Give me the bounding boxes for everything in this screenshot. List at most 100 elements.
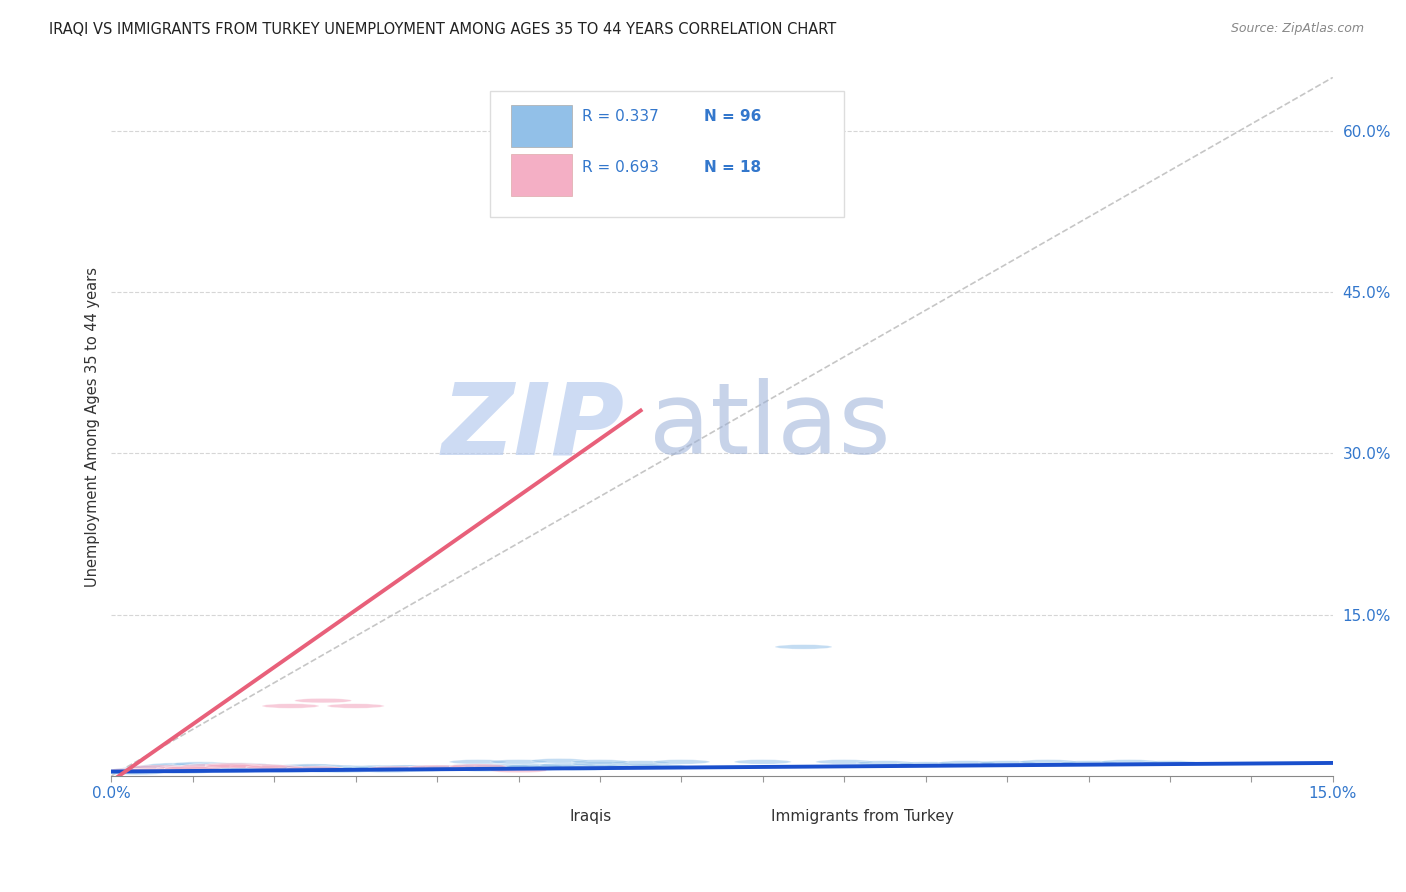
Ellipse shape xyxy=(897,762,955,766)
Ellipse shape xyxy=(425,766,482,771)
Text: ZIP: ZIP xyxy=(441,378,624,475)
Ellipse shape xyxy=(229,764,287,768)
Ellipse shape xyxy=(302,768,360,772)
Ellipse shape xyxy=(278,764,335,768)
Ellipse shape xyxy=(538,763,596,767)
Ellipse shape xyxy=(335,766,392,771)
Ellipse shape xyxy=(734,760,792,764)
Ellipse shape xyxy=(107,768,165,772)
Ellipse shape xyxy=(1019,760,1076,764)
Ellipse shape xyxy=(474,766,530,771)
Ellipse shape xyxy=(938,761,995,765)
Ellipse shape xyxy=(287,765,343,770)
Ellipse shape xyxy=(409,766,465,771)
Ellipse shape xyxy=(612,761,669,765)
Ellipse shape xyxy=(238,766,295,771)
Ellipse shape xyxy=(368,766,425,771)
Ellipse shape xyxy=(450,764,506,768)
Ellipse shape xyxy=(205,768,262,772)
Ellipse shape xyxy=(124,768,180,772)
Ellipse shape xyxy=(132,765,188,770)
Ellipse shape xyxy=(132,768,188,772)
Ellipse shape xyxy=(246,765,302,770)
Ellipse shape xyxy=(188,765,246,770)
Ellipse shape xyxy=(229,764,287,768)
Ellipse shape xyxy=(491,768,547,772)
Ellipse shape xyxy=(530,758,588,763)
Ellipse shape xyxy=(278,765,335,770)
Ellipse shape xyxy=(214,767,270,772)
Ellipse shape xyxy=(229,766,287,771)
Ellipse shape xyxy=(579,765,637,770)
Ellipse shape xyxy=(262,765,319,770)
Ellipse shape xyxy=(188,763,246,767)
FancyBboxPatch shape xyxy=(510,105,572,147)
Ellipse shape xyxy=(409,765,465,770)
Ellipse shape xyxy=(1142,761,1198,765)
Ellipse shape xyxy=(474,764,530,768)
Text: N = 18: N = 18 xyxy=(704,160,761,175)
Ellipse shape xyxy=(205,765,262,770)
Text: R = 0.693: R = 0.693 xyxy=(582,160,658,175)
Ellipse shape xyxy=(343,767,401,772)
Y-axis label: Unemployment Among Ages 35 to 44 years: Unemployment Among Ages 35 to 44 years xyxy=(86,267,100,587)
FancyBboxPatch shape xyxy=(510,805,565,834)
Ellipse shape xyxy=(132,765,188,770)
Text: N = 96: N = 96 xyxy=(704,109,761,124)
Ellipse shape xyxy=(100,769,156,773)
Ellipse shape xyxy=(165,766,221,771)
Text: Source: ZipAtlas.com: Source: ZipAtlas.com xyxy=(1230,22,1364,36)
Ellipse shape xyxy=(156,769,214,773)
Ellipse shape xyxy=(375,767,433,772)
Ellipse shape xyxy=(124,766,180,771)
Ellipse shape xyxy=(360,767,416,772)
Ellipse shape xyxy=(115,767,173,772)
Ellipse shape xyxy=(612,135,669,139)
Ellipse shape xyxy=(450,764,506,768)
Ellipse shape xyxy=(295,767,352,772)
Ellipse shape xyxy=(856,761,914,765)
Ellipse shape xyxy=(254,767,311,772)
Ellipse shape xyxy=(392,767,450,772)
Ellipse shape xyxy=(571,762,628,766)
FancyBboxPatch shape xyxy=(713,805,766,834)
Ellipse shape xyxy=(775,645,832,649)
Ellipse shape xyxy=(1101,760,1157,764)
Ellipse shape xyxy=(530,765,588,770)
Ellipse shape xyxy=(1060,761,1116,765)
Ellipse shape xyxy=(457,767,515,772)
Ellipse shape xyxy=(148,763,205,767)
Ellipse shape xyxy=(328,704,384,708)
Ellipse shape xyxy=(352,766,409,771)
Ellipse shape xyxy=(214,763,270,767)
Ellipse shape xyxy=(287,764,343,768)
FancyBboxPatch shape xyxy=(510,154,572,196)
Ellipse shape xyxy=(441,766,498,771)
Ellipse shape xyxy=(221,766,278,771)
Ellipse shape xyxy=(425,765,482,770)
Ellipse shape xyxy=(165,764,221,768)
Ellipse shape xyxy=(384,765,441,770)
Ellipse shape xyxy=(506,764,564,768)
Text: Immigrants from Turkey: Immigrants from Turkey xyxy=(770,809,953,824)
Ellipse shape xyxy=(605,764,661,768)
Ellipse shape xyxy=(571,760,628,764)
Ellipse shape xyxy=(311,765,368,770)
Ellipse shape xyxy=(238,767,295,772)
Ellipse shape xyxy=(141,764,197,768)
Ellipse shape xyxy=(205,763,262,767)
Ellipse shape xyxy=(815,760,873,764)
Ellipse shape xyxy=(368,766,425,771)
Ellipse shape xyxy=(319,768,375,772)
Ellipse shape xyxy=(180,767,238,772)
Ellipse shape xyxy=(506,766,564,771)
Ellipse shape xyxy=(335,766,392,771)
Ellipse shape xyxy=(311,766,368,771)
Ellipse shape xyxy=(450,760,506,764)
Ellipse shape xyxy=(156,766,214,771)
Ellipse shape xyxy=(302,766,360,771)
Ellipse shape xyxy=(652,760,710,764)
Ellipse shape xyxy=(328,767,384,772)
Ellipse shape xyxy=(555,766,612,771)
Ellipse shape xyxy=(979,761,1036,765)
